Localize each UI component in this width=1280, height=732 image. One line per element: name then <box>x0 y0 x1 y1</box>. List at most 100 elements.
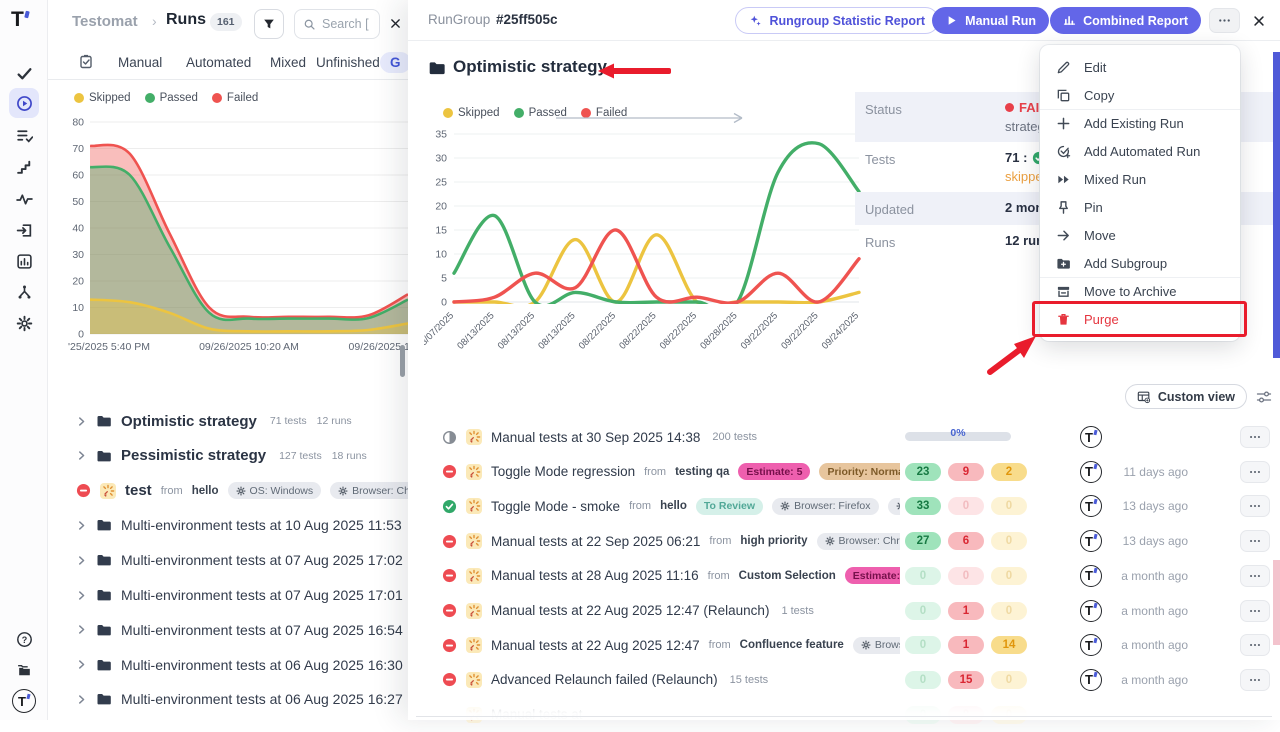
run-row-test[interactable]: testfromhelloOS: WindowsBrowser: Chrome <box>48 476 408 506</box>
row-actions-button[interactable] <box>1240 669 1270 691</box>
assignee-avatar[interactable]: T <box>1080 426 1102 448</box>
runs-list-panel: Testomat › Runs 161 Search [ ManualAutom… <box>48 0 408 720</box>
check-icon[interactable] <box>9 58 39 88</box>
group-row-6[interactable]: Multi-environment tests at 07 Aug 2025 1… <box>48 615 408 645</box>
branch-icon[interactable] <box>9 277 39 307</box>
chevron-right-icon[interactable] <box>76 520 87 531</box>
assignee-avatar[interactable]: T <box>1080 565 1102 587</box>
app-logo[interactable]: T <box>11 8 29 32</box>
chevron-right-icon[interactable] <box>76 590 87 601</box>
run-row-1[interactable]: Toggle Mode regressionfromtesting qaEsti… <box>408 455 1280 489</box>
progress-status-icon <box>442 430 457 445</box>
result-counts: 0150 <box>905 671 1027 689</box>
menu-item-move[interactable]: Move <box>1040 221 1240 249</box>
row-actions-button[interactable] <box>1240 600 1270 622</box>
run-row-0[interactable]: Manual tests at 30 Sep 2025 14:38200 tes… <box>408 420 1280 454</box>
badge-os-macos: OS: MacOS <box>888 498 901 515</box>
assignee-avatar[interactable]: T <box>1080 600 1102 622</box>
run-tests-count: 200 tests <box>712 431 757 443</box>
chevron-right-icon[interactable] <box>76 694 87 705</box>
run-timestamp: 11 days ago <box>1124 465 1189 479</box>
failed-status-icon <box>76 483 91 498</box>
chevron-right-icon[interactable] <box>76 659 87 670</box>
search-input[interactable]: Search [ <box>294 9 380 39</box>
checklist-icon[interactable] <box>9 120 39 150</box>
count-skipped: 0 <box>991 497 1027 515</box>
tab-mixed[interactable]: Mixed <box>270 55 306 70</box>
run-row-3[interactable]: Manual tests at 22 Sep 2025 06:21fromhig… <box>408 524 1280 558</box>
row-actions-button[interactable] <box>1240 461 1270 483</box>
menu-item-add-existing-run[interactable]: Add Existing Run <box>1040 109 1240 137</box>
menu-item-mixed-run[interactable]: Mixed Run <box>1040 165 1240 193</box>
run-row-6[interactable]: Manual tests at 22 Aug 2025 12:47fromCon… <box>408 628 1280 662</box>
clipboard-check-icon[interactable] <box>78 54 96 72</box>
row-actions-button[interactable] <box>1240 426 1270 448</box>
assignee-avatar[interactable]: T <box>1080 669 1102 691</box>
row-actions-button[interactable] <box>1240 530 1270 552</box>
search-icon <box>303 18 316 31</box>
runs-icon[interactable] <box>9 88 39 118</box>
legend-failed[interactable]: Failed <box>212 92 258 104</box>
svg-text:70: 70 <box>72 143 84 155</box>
group-meta: 71 tests12 runs <box>270 415 362 427</box>
assignee-avatar[interactable]: T <box>1080 530 1102 552</box>
left-scrollbar-thumb[interactable] <box>400 345 405 377</box>
menu-item-add-subgroup[interactable]: Add Subgroup <box>1040 249 1240 277</box>
tab-g[interactable]: G <box>380 52 408 73</box>
import-icon[interactable] <box>9 215 39 245</box>
group-row-7[interactable]: Multi-environment tests at 06 Aug 2025 1… <box>48 650 408 680</box>
count-failed: 6 <box>948 532 984 550</box>
group-row-5[interactable]: Multi-environment tests at 07 Aug 2025 1… <box>48 580 408 610</box>
analytics-icon[interactable] <box>9 246 39 276</box>
menu-item-pin[interactable]: Pin <box>1040 193 1240 221</box>
group-row-0[interactable]: Optimistic strategy71 tests12 runs <box>48 406 408 436</box>
chevron-right-icon[interactable] <box>76 624 87 635</box>
row-actions-button[interactable] <box>1240 634 1270 656</box>
run-title: Manual tests at 28 Aug 2025 11:16 <box>491 568 699 583</box>
row-actions-button[interactable] <box>1240 495 1270 517</box>
count-failed: 15 <box>948 671 984 689</box>
chevron-right-icon[interactable] <box>76 450 87 461</box>
menu-item-copy[interactable]: Copy <box>1040 81 1240 109</box>
run-timestamp: a month ago <box>1121 569 1188 583</box>
group-row-4[interactable]: Multi-environment tests at 07 Aug 2025 1… <box>48 545 408 575</box>
row-actions-button[interactable] <box>1240 565 1270 587</box>
steps-icon[interactable] <box>9 152 39 182</box>
menu-item-add-automated-run[interactable]: Add Automated Run <box>1040 137 1240 165</box>
menu-item-purge[interactable]: Purge <box>1040 305 1240 333</box>
pulse-icon[interactable] <box>9 184 39 214</box>
assignee-avatar[interactable]: T <box>1080 634 1102 656</box>
close-icon[interactable] <box>385 13 405 33</box>
settings-icon[interactable] <box>9 308 39 338</box>
folder-icon <box>96 657 112 673</box>
run-row-4[interactable]: Manual tests at 28 Aug 2025 11:16fromCus… <box>408 559 1280 593</box>
assignee-avatar[interactable]: T <box>1080 495 1102 517</box>
assignee-avatar[interactable]: T <box>1080 461 1102 483</box>
filter-button[interactable] <box>254 9 284 39</box>
menu-item-edit[interactable]: Edit <box>1040 53 1240 81</box>
run-timestamp: 13 days ago <box>1123 499 1188 513</box>
projects-icon[interactable] <box>9 655 39 685</box>
run-row-7[interactable]: Advanced Relaunch failed (Relaunch)15 te… <box>408 663 1280 697</box>
folder-icon <box>96 517 112 533</box>
menu-item-move-to-archive[interactable]: Move to Archive <box>1040 277 1240 305</box>
group-row-1[interactable]: Pessimistic strategy127 tests18 runs <box>48 441 408 471</box>
chevron-right-icon[interactable] <box>76 416 87 427</box>
help-icon[interactable]: ? <box>9 624 39 654</box>
tab-unfinished[interactable]: Unfinished <box>316 55 380 70</box>
legend-passed[interactable]: Passed <box>145 92 198 104</box>
group-row-3[interactable]: Multi-environment tests at 10 Aug 2025 1… <box>48 510 408 540</box>
tab-manual[interactable]: Manual <box>118 55 162 70</box>
chevron-right-icon[interactable] <box>76 555 87 566</box>
run-row-5[interactable]: Manual tests at 22 Aug 2025 12:47 (Relau… <box>408 594 1280 628</box>
breadcrumb-project[interactable]: Testomat <box>72 13 138 30</box>
count-passed: 0 <box>905 567 941 585</box>
legend-dot-icon <box>74 93 84 103</box>
run-tests-count: 1 tests <box>781 605 813 617</box>
tab-automated[interactable]: Automated <box>186 55 251 70</box>
group-row-8[interactable]: Multi-environment tests at 06 Aug 2025 1… <box>48 684 408 714</box>
legend-skipped[interactable]: Skipped <box>74 92 131 104</box>
gear-icon <box>780 501 790 511</box>
run-row-2[interactable]: Toggle Mode - smokefromhelloTo ReviewBro… <box>408 489 1280 523</box>
logo-circle-icon[interactable]: T <box>9 686 39 716</box>
